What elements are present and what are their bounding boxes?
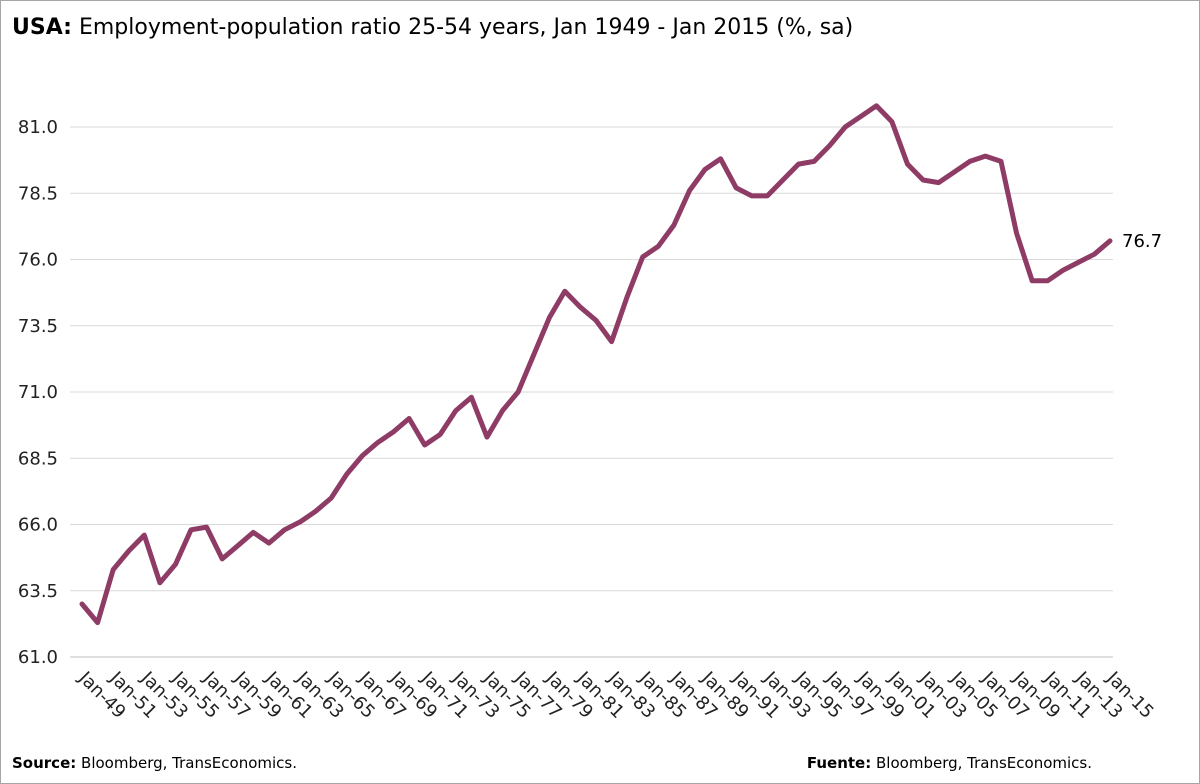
source-left: Source: Bloomberg, TransEconomics. (12, 754, 297, 772)
y-tick-label: 66.0 (18, 515, 58, 536)
y-tick-label: 61.0 (18, 647, 58, 668)
source-text: Bloomberg, TransEconomics. (81, 754, 297, 772)
end-value-label: 76.7 (1122, 231, 1162, 252)
source-text: Bloomberg, TransEconomics. (876, 754, 1092, 772)
y-tick-label: 68.5 (18, 448, 58, 469)
y-tick-label: 76.0 (18, 250, 58, 271)
source-label: Fuente: (807, 754, 871, 772)
y-tick-label: 78.5 (18, 183, 58, 204)
line (79, 103, 1113, 626)
title-bold: USA: (12, 15, 72, 40)
y-tick-label: 81.0 (18, 117, 58, 138)
title-text: Employment-population ratio 25-54 years,… (79, 15, 853, 40)
y-tick-label: 73.5 (18, 316, 58, 337)
y-tick-label: 63.5 (18, 581, 58, 602)
source-label: Source: (12, 754, 76, 772)
chart-title: USA: Employment-population ratio 25-54 y… (12, 15, 853, 40)
source-right: Fuente: Bloomberg, TransEconomics. (807, 754, 1092, 772)
y-tick-label: 71.0 (18, 382, 58, 403)
